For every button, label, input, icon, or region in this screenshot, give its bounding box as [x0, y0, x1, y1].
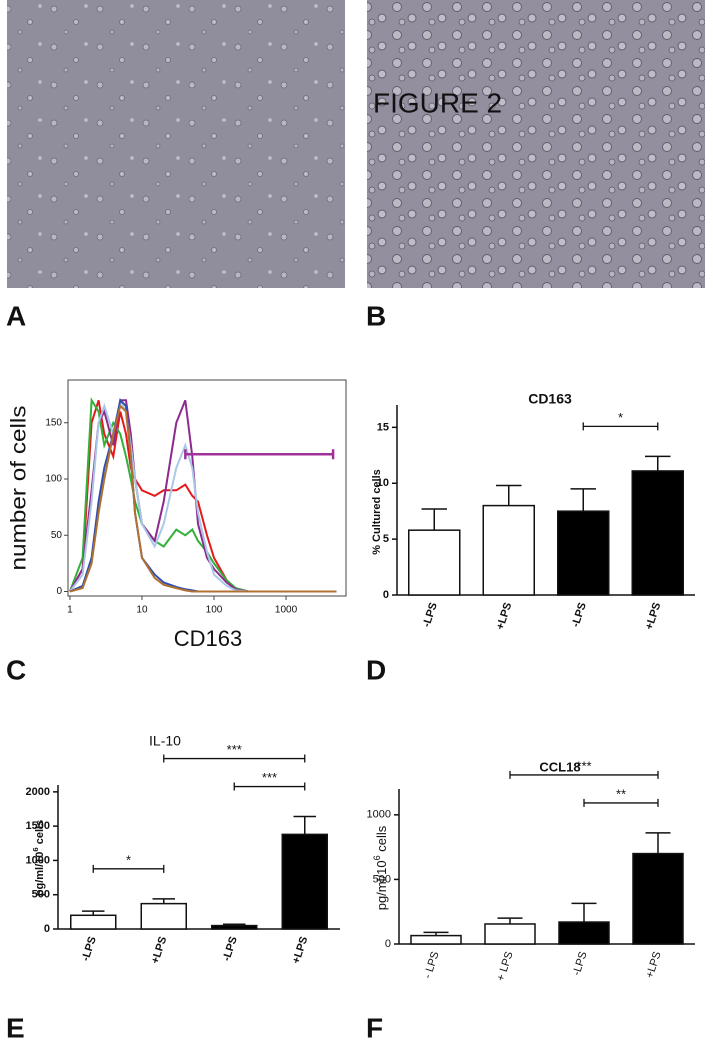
significance-bracket	[583, 798, 659, 807]
x-tick-label: -LPS	[421, 601, 440, 629]
y-tick-label: 50	[51, 530, 63, 541]
y-tick-label: 500	[32, 889, 50, 901]
bar	[211, 924, 258, 930]
chart-title: CD163	[528, 391, 572, 407]
significance-label: ***	[227, 742, 242, 757]
y-tick-label: 2000	[26, 786, 50, 798]
y-axis-label: % Cultured cells	[371, 469, 383, 555]
y-tick-label: 0	[56, 586, 62, 597]
y-axis-label-part: cells	[34, 820, 46, 848]
y-tick-label: 0	[44, 923, 50, 935]
panel-label: D	[366, 654, 386, 685]
panel-label: C	[6, 654, 26, 685]
bar	[482, 504, 535, 596]
x-tick-label: +LPS	[643, 601, 663, 631]
x-tick-label: 10	[136, 605, 148, 616]
bar	[484, 923, 536, 945]
x-tick-label: -LPS	[570, 601, 589, 629]
significance-bracket	[92, 864, 165, 873]
bar	[70, 914, 117, 930]
y-tick-label: 500	[373, 873, 391, 885]
y-axis-label: pg/ml/106 cells	[31, 820, 46, 896]
y-axis-label-part: 6	[372, 855, 382, 860]
x-tick-label: -LPS	[80, 935, 99, 963]
significance-bracket	[233, 782, 306, 791]
panel-label: B	[366, 300, 386, 331]
x-tick-label: - LPS	[422, 950, 442, 980]
x-tick-label: 100	[206, 605, 223, 616]
x-tick-label: + LPS	[495, 950, 516, 983]
y-axis-label-part: pg/ml/10	[374, 860, 389, 910]
bar	[408, 529, 461, 596]
panel-label: A	[6, 300, 26, 331]
significance-label: *	[618, 410, 623, 425]
x-tick-label: 1	[67, 605, 73, 616]
histogram-curve	[69, 403, 337, 593]
x-axis-label: CD163	[174, 626, 242, 651]
x-tick-label: -LPS	[571, 950, 590, 977]
bar	[557, 510, 610, 596]
significance-bracket	[509, 770, 659, 779]
y-tick-label: 5	[383, 533, 389, 545]
x-tick-label: +LPS	[290, 935, 310, 965]
micrograph-a	[7, 0, 345, 288]
y-tick-label: 150	[45, 417, 62, 428]
y-axis-label: number of cells	[8, 406, 31, 571]
y-axis-label-part: pg/ml/10	[34, 852, 46, 897]
y-tick-label: 1500	[26, 820, 50, 832]
significance-label: **	[616, 786, 626, 801]
bar	[632, 852, 684, 945]
x-tick-label: +LPS	[149, 935, 169, 965]
histogram-curve	[69, 399, 337, 593]
panel-label: E	[6, 1012, 25, 1043]
bar	[631, 470, 684, 596]
chart-title: IL-10	[149, 733, 181, 749]
gate-marker	[184, 449, 335, 460]
y-tick-label: 1000	[367, 809, 391, 821]
y-axis-label-part: cells	[374, 825, 389, 855]
y-axis-label: pg/ml/106 cells	[372, 825, 389, 910]
y-tick-label: 100	[45, 474, 62, 485]
plot-frame	[67, 379, 347, 597]
histogram-curve	[69, 397, 337, 593]
y-tick-label: 15	[377, 421, 389, 433]
x-tick-label: 1000	[275, 605, 298, 616]
x-tick-label: +LPS	[644, 950, 664, 980]
x-tick-label: -LPS	[221, 935, 240, 963]
significance-label: *	[126, 852, 131, 867]
significance-label: ***	[576, 758, 591, 773]
y-tick-label: 10	[377, 477, 389, 489]
bar	[281, 833, 328, 930]
significance-label: ***	[262, 770, 277, 785]
chart-title: CCL18	[539, 759, 580, 774]
y-tick-label: 0	[385, 938, 391, 950]
panel-label: F	[366, 1012, 383, 1043]
bar	[410, 934, 462, 945]
y-tick-label: 0	[383, 589, 389, 601]
y-tick-label: 1000	[26, 854, 50, 866]
bar	[558, 921, 610, 945]
y-axis-label-part: 6	[31, 847, 40, 851]
micrograph-b	[367, 0, 705, 288]
figure-title: FIGURE 2	[373, 87, 502, 118]
significance-bracket	[163, 754, 306, 763]
x-tick-label: +LPS	[494, 601, 514, 631]
significance-bracket	[582, 422, 659, 431]
bar	[140, 902, 187, 930]
